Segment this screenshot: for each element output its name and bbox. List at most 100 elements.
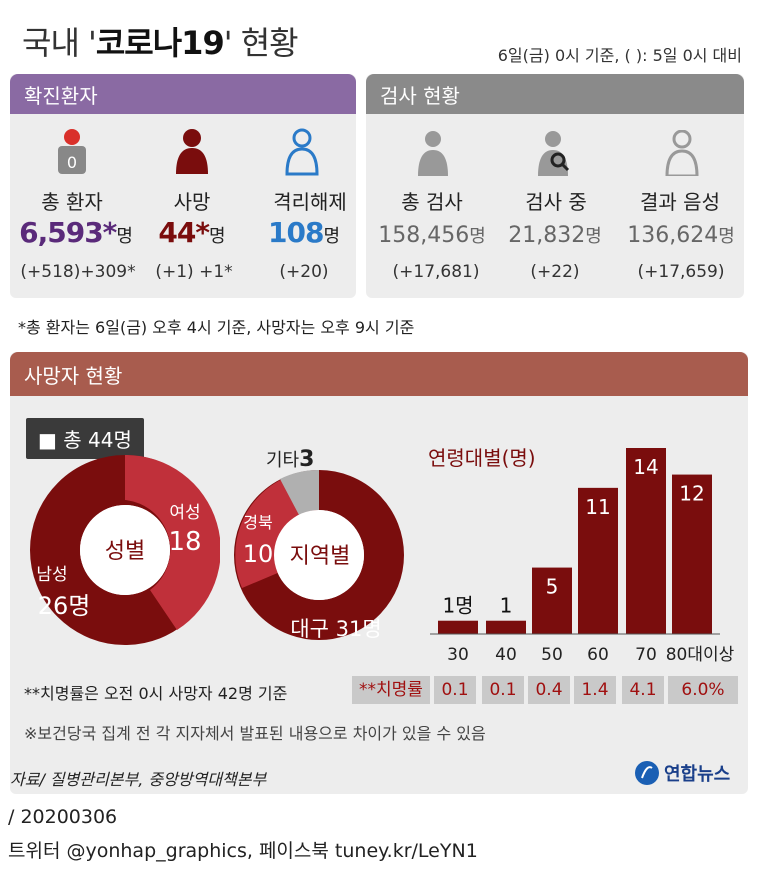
title-suffix: ' 현황	[223, 24, 299, 62]
fatality-rate-40: 0.1	[482, 676, 524, 704]
footnote-time: *총 환자는 6일(금) 오후 4시 기준, 사망자는 오후 9시 기준	[18, 318, 415, 337]
total-patients-change: (+518)+309*	[20, 262, 136, 282]
testing-unit: 명	[585, 226, 602, 247]
tests-header: 검사 현황	[366, 74, 744, 114]
age-bar-label-60: 11	[585, 495, 610, 519]
age-bar-label-70: 14	[633, 455, 658, 479]
age-axis-label-60: 60	[587, 645, 609, 665]
negative-label: 결과 음성	[640, 190, 720, 214]
negative-value-wrap: 136,624명	[616, 222, 746, 248]
patient-icon-badge: 0	[67, 153, 77, 172]
age-bar-chart: 1명 30 1 40 5 50 11 60 14 70 12 80대이상	[430, 448, 735, 665]
total-test-value-wrap: 158,456명	[362, 222, 502, 248]
age-axis-label-80대이상: 80대이상	[666, 645, 735, 665]
negative-value: 136,624	[627, 223, 719, 248]
gender-donut: 성별 여성 18 남성 26명	[30, 454, 220, 645]
yonhap-logo-icon	[635, 761, 659, 785]
fatality-rate-60: 1.4	[574, 676, 616, 704]
total-patients-label: 총 환자	[41, 190, 103, 214]
other-region-wrap: 기타3	[266, 446, 314, 472]
total-test-label: 총 검사	[401, 190, 463, 214]
brand-logo: 연합뉴스	[634, 760, 730, 786]
death-icon	[176, 129, 208, 174]
gender-center-label: 성별	[105, 539, 145, 564]
total-patients-unit: 명	[116, 226, 133, 247]
other-region-value: 3	[299, 447, 315, 472]
subtitle: 6일(금) 0시 기준, ( ): 5일 0시 대비	[497, 46, 742, 65]
fatality-rate-70: 4.1	[622, 676, 664, 704]
age-bar-30	[438, 620, 478, 634]
title-prefix: 국내 '	[22, 24, 97, 62]
total-patients-value-wrap: 6,593*명	[14, 216, 138, 249]
deaths-header: 사망자 현황	[10, 352, 748, 396]
deaths-value: 44*	[158, 216, 210, 249]
footer-date: / 20200306	[8, 806, 118, 828]
footnote-disclaimer: ※보건당국 집계 전 각 지자체서 발표된 내용으로 차이가 있을 수 있음	[24, 724, 486, 743]
deaths-label: 사망	[173, 190, 211, 214]
age-bar-label-50: 5	[546, 575, 559, 599]
gender-female-slice	[125, 454, 220, 630]
total-deaths-label: 총 44명	[63, 428, 132, 452]
gyeongbuk-value: 10	[243, 540, 274, 568]
female-value: 18	[168, 527, 201, 557]
daegu-label: 대구 31명	[290, 617, 381, 641]
negative-result-icon	[665, 130, 699, 176]
age-bar-50	[532, 567, 572, 634]
fatality-rate-30: 0.1	[434, 676, 476, 704]
released-value-wrap: 108명	[252, 216, 356, 249]
female-label: 여성	[169, 503, 200, 523]
testing-change: (+22)	[530, 262, 580, 282]
fatality-label: **치명률	[352, 676, 430, 704]
other-region-label: 기타	[266, 450, 300, 471]
brand-name: 연합뉴스	[664, 764, 731, 785]
title-bold: 코로나19	[95, 24, 225, 62]
total-deaths-tag: ■ 총 44명	[26, 418, 144, 459]
testing-value-wrap: 21,832명	[492, 222, 618, 248]
age-axis-label-50: 50	[541, 645, 563, 665]
source-text: 자료/ 질병관리본부, 중앙방역대책본부	[10, 770, 267, 789]
testing-search-icon	[538, 131, 570, 176]
age-axis-label-30: 30	[447, 645, 469, 665]
region-donut: 지역별 경북 10 대구 31명	[234, 470, 404, 641]
negative-change: (+17,659)	[637, 262, 725, 282]
released-value: 108	[267, 216, 324, 249]
age-bar-80대이상	[672, 474, 712, 634]
testing-label: 검사 중	[525, 190, 587, 214]
released-unit: 명	[323, 226, 340, 247]
age-bar-70	[626, 448, 666, 634]
footer-social: 트위터 @yonhap_graphics, 페이스북 tuney.kr/LeYN…	[8, 840, 478, 862]
fatality-rate-80대이상: 6.0%	[668, 676, 738, 704]
male-value: 26명	[38, 592, 91, 620]
released-change: (+20)	[279, 262, 329, 282]
negative-unit: 명	[718, 226, 735, 247]
age-chart-title: 연령대별(명)	[428, 446, 536, 470]
gyeongbuk-label: 경북	[243, 513, 272, 532]
age-axis-label-70: 70	[635, 645, 657, 665]
age-axis-label-40: 40	[495, 645, 517, 665]
region-center-label: 지역별	[290, 544, 351, 569]
footnote-fatality: **치명률은 오전 0시 사망자 42명 기준	[24, 684, 288, 703]
age-bar-40	[486, 620, 526, 634]
released-icon	[285, 128, 319, 176]
age-bar-label-40: 1	[500, 594, 513, 618]
page-title: 국내 '코로나19' 현황	[22, 18, 299, 64]
confirmed-header: 확진환자	[10, 74, 356, 114]
total-test-value: 158,456	[378, 223, 470, 248]
deaths-value-wrap: 44*명	[140, 216, 244, 249]
deaths-change: (+1) +1*	[155, 262, 233, 282]
age-bar-label-80대이상: 12	[679, 482, 704, 506]
total-test-change: (+17,681)	[392, 262, 480, 282]
deaths-unit: 명	[209, 226, 226, 247]
age-bar-label-30: 1명	[442, 594, 473, 618]
region-other-slice	[280, 470, 319, 515]
total-patients-value: 6,593*	[19, 216, 117, 249]
male-label: 남성	[36, 565, 67, 585]
age-bar-60	[578, 487, 618, 634]
person-icon: ■	[38, 428, 57, 452]
total-test-unit: 명	[469, 226, 486, 247]
total-test-icon	[418, 131, 448, 176]
fatality-rate-50: 0.4	[528, 676, 570, 704]
testing-value: 21,832	[508, 223, 586, 248]
released-label: 격리해제	[273, 190, 347, 214]
patient-icon: 0	[58, 129, 86, 174]
